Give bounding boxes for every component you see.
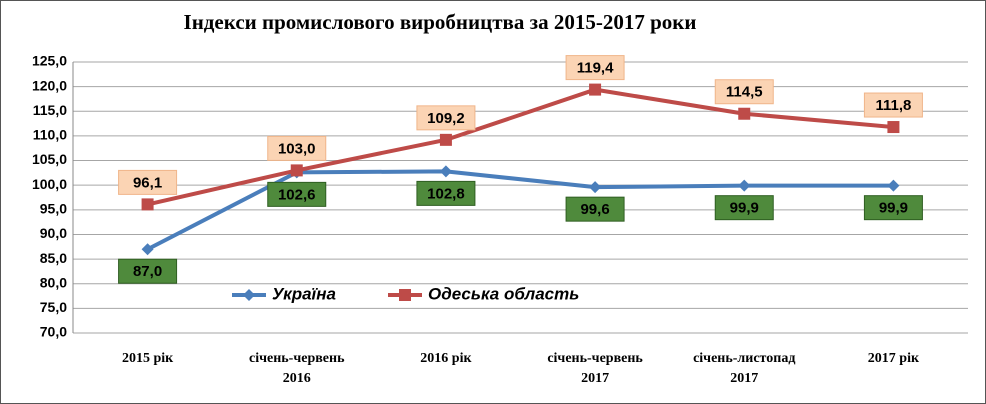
- point: [738, 179, 751, 192]
- chart-title: Індекси промислового виробництва за 2015…: [184, 10, 697, 34]
- data-label-box: [565, 196, 625, 222]
- data-label: 103,0: [278, 140, 316, 157]
- x-tick-label: 2017 рік: [868, 351, 920, 366]
- data-label-box: [267, 135, 327, 161]
- data-label: 102,8: [427, 185, 465, 202]
- data-label: 102,6: [278, 186, 316, 203]
- x-tick-label: січень-червень 2016: [249, 351, 345, 386]
- point: [439, 165, 452, 178]
- data-label: 99,6: [580, 201, 609, 218]
- data-label-box: [565, 55, 625, 81]
- x-tick-label: 2015 рік: [122, 351, 174, 366]
- series-line: [147, 87, 894, 207]
- y-tick-label: 95,0: [40, 201, 67, 217]
- data-label: 96,1: [133, 174, 162, 191]
- y-tick-label: 115,0: [33, 102, 67, 118]
- data-label-box: [118, 169, 178, 195]
- point: [290, 164, 303, 177]
- data-label-box: [714, 79, 774, 105]
- y-tick-label: 85,0: [40, 250, 67, 266]
- x-tick-label: січень-червень 2017: [547, 351, 643, 386]
- data-label-box: [863, 92, 923, 118]
- legend-label: Україна: [272, 284, 336, 303]
- data-label: 119,4: [577, 60, 614, 77]
- data-label: 99,9: [879, 200, 908, 217]
- point: [141, 243, 154, 256]
- data-label: 87,0: [133, 263, 162, 280]
- legend-marker: [243, 289, 255, 301]
- point: [141, 198, 154, 211]
- data-label-box: [416, 180, 476, 206]
- data-label: 111,8: [875, 97, 911, 114]
- data-label-box: [714, 195, 774, 221]
- y-tick-label: 90,0: [40, 225, 67, 241]
- y-tick-label: 105,0: [32, 151, 67, 167]
- point: [738, 107, 751, 120]
- point: [589, 181, 602, 194]
- y-tick-label: 120,0: [32, 77, 67, 93]
- legend-label: Одеська область: [428, 284, 579, 303]
- y-tick-label: 110,0: [33, 127, 67, 143]
- point: [589, 83, 602, 96]
- data-label-box: [267, 181, 327, 207]
- point: [887, 179, 900, 192]
- y-tick-label: 80,0: [40, 274, 67, 290]
- y-tick-label: 75,0: [40, 299, 67, 315]
- x-tick-label: 2016 рік: [420, 351, 472, 366]
- point: [439, 133, 452, 146]
- y-tick-label: 125,0: [32, 53, 67, 69]
- data-label-box: [416, 105, 476, 131]
- data-label: 99,9: [730, 200, 759, 217]
- data-label-box: [863, 195, 923, 221]
- legend-marker: [399, 289, 411, 301]
- point: [887, 121, 900, 134]
- data-label-box: [118, 258, 178, 284]
- x-tick-label: січень-листопад 2017: [693, 351, 795, 386]
- y-tick-label: 70,0: [40, 324, 67, 340]
- y-tick-label: 100,0: [32, 176, 67, 192]
- data-label: 114,5: [726, 84, 763, 101]
- data-label: 109,2: [427, 110, 465, 127]
